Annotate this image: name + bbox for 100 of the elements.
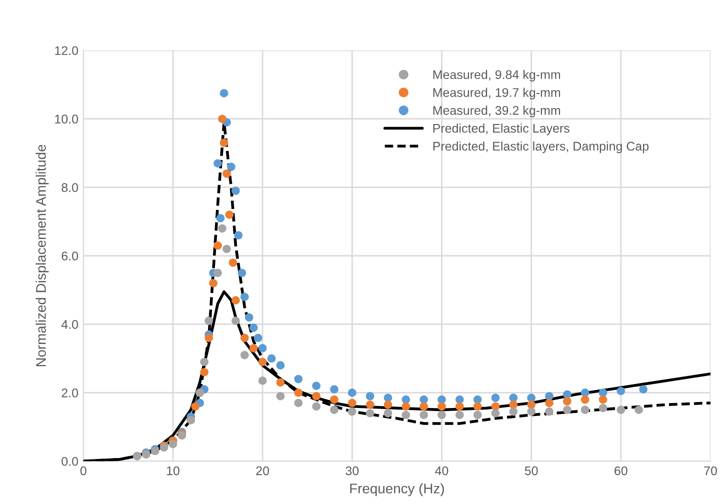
point bbox=[366, 400, 374, 409]
point bbox=[258, 344, 267, 352]
legend-label: Measured, 39.2 kg-mm bbox=[433, 106, 560, 118]
y-tick-label: 10.0 bbox=[55, 114, 78, 124]
point bbox=[200, 358, 208, 366]
point bbox=[294, 374, 303, 384]
point bbox=[509, 400, 518, 409]
point bbox=[598, 395, 608, 404]
point bbox=[227, 162, 236, 171]
point bbox=[545, 407, 554, 416]
point bbox=[330, 406, 338, 414]
point bbox=[473, 402, 482, 411]
point bbox=[348, 388, 356, 397]
point bbox=[222, 169, 231, 178]
point bbox=[634, 406, 643, 414]
point bbox=[509, 407, 518, 416]
point bbox=[238, 268, 246, 278]
point bbox=[222, 244, 231, 254]
point bbox=[218, 224, 226, 233]
legend-label: Predicted, Elastic Layers bbox=[433, 124, 570, 136]
point bbox=[639, 385, 648, 394]
point bbox=[473, 410, 482, 420]
point bbox=[232, 296, 240, 304]
point bbox=[527, 407, 536, 416]
point bbox=[438, 395, 446, 404]
x-tick-label: 40 bbox=[435, 466, 448, 476]
point bbox=[420, 402, 428, 411]
point bbox=[312, 402, 320, 411]
point bbox=[254, 334, 262, 342]
point bbox=[616, 386, 626, 396]
x-tick-label: 20 bbox=[256, 466, 270, 476]
point bbox=[220, 89, 228, 98]
legend-label: Measured, 9.84 kg-mm bbox=[433, 70, 560, 82]
point bbox=[402, 395, 410, 404]
y-tick-label: 0.0 bbox=[62, 456, 78, 466]
point bbox=[204, 334, 213, 342]
point bbox=[580, 395, 590, 404]
point bbox=[276, 392, 285, 400]
point bbox=[218, 114, 226, 124]
legend-label: Measured, 19.7 kg-mm bbox=[433, 88, 560, 100]
point bbox=[348, 398, 356, 408]
point bbox=[204, 316, 213, 325]
point bbox=[330, 395, 338, 404]
x-tick-label: 60 bbox=[614, 466, 628, 476]
point bbox=[402, 410, 410, 420]
point bbox=[545, 398, 554, 408]
point bbox=[455, 410, 464, 420]
point bbox=[214, 159, 222, 168]
point bbox=[232, 186, 240, 195]
y-axis-title: Normalized Displacement Amplitude bbox=[36, 144, 49, 366]
point bbox=[384, 400, 392, 409]
point bbox=[258, 358, 267, 366]
point bbox=[267, 354, 276, 363]
point bbox=[366, 392, 374, 400]
point bbox=[562, 397, 572, 406]
x-tick-label: 50 bbox=[524, 466, 538, 476]
point bbox=[562, 406, 572, 414]
point bbox=[384, 409, 392, 418]
point bbox=[330, 385, 338, 394]
legend-label: Predicted, Elastic layers, Damping Cap bbox=[433, 141, 649, 154]
point bbox=[276, 378, 285, 387]
point bbox=[220, 138, 228, 147]
y-tick-label: 4.0 bbox=[61, 320, 78, 329]
point bbox=[420, 410, 428, 420]
y-tick-label: 2.0 bbox=[62, 388, 78, 398]
point bbox=[491, 394, 500, 402]
point bbox=[294, 398, 303, 408]
point bbox=[598, 404, 608, 412]
point bbox=[216, 214, 225, 222]
point bbox=[312, 392, 320, 400]
point bbox=[191, 402, 200, 411]
x-tick-label: 10 bbox=[166, 466, 180, 476]
point bbox=[580, 406, 590, 414]
point bbox=[240, 334, 249, 342]
point bbox=[240, 292, 249, 302]
point bbox=[366, 409, 374, 418]
x-axis-title: Frequency (Hz) bbox=[350, 483, 444, 496]
point bbox=[491, 409, 500, 418]
point bbox=[598, 388, 608, 397]
point bbox=[527, 400, 536, 409]
point bbox=[168, 440, 178, 448]
point bbox=[276, 361, 285, 370]
point bbox=[438, 410, 446, 420]
y-tick-label: 8.0 bbox=[62, 183, 78, 192]
point bbox=[455, 402, 464, 411]
x-tick-label: 0 bbox=[80, 466, 86, 476]
point bbox=[258, 376, 267, 385]
point bbox=[200, 368, 208, 376]
point bbox=[234, 231, 243, 240]
point bbox=[312, 382, 320, 390]
point bbox=[455, 395, 464, 404]
point bbox=[225, 210, 234, 219]
y-tick-label: 12.0 bbox=[55, 46, 78, 56]
y-tick-label: 6.0 bbox=[62, 252, 78, 260]
point bbox=[249, 344, 258, 352]
point bbox=[228, 258, 238, 267]
point bbox=[244, 313, 254, 322]
point bbox=[294, 388, 303, 397]
point bbox=[249, 323, 258, 332]
point bbox=[240, 350, 249, 360]
